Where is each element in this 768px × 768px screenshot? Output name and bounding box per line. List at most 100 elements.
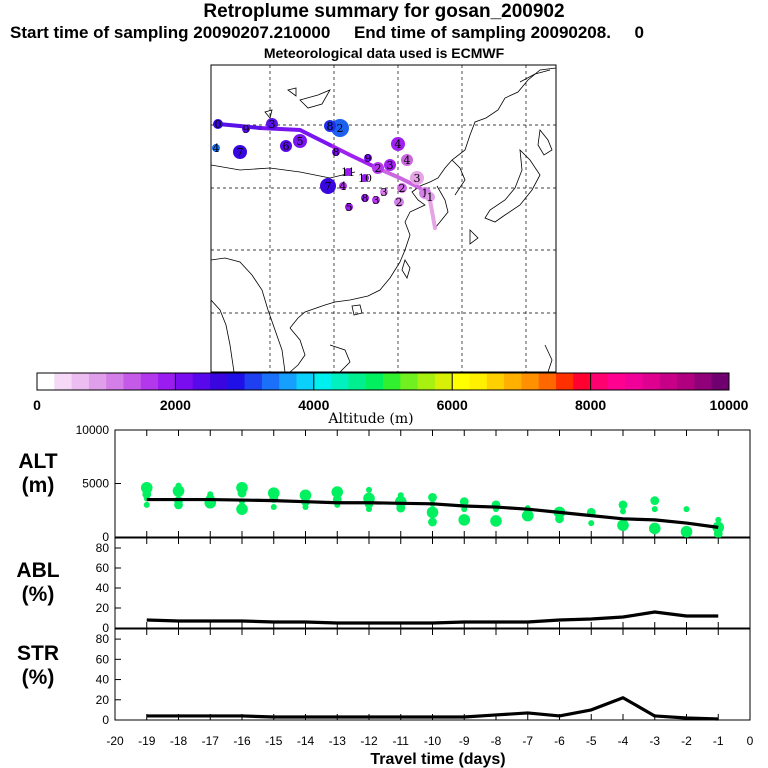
plume-cluster <box>339 182 347 190</box>
x-tick-label: 0 <box>747 734 754 748</box>
colorbar-tick-label: 2000 <box>160 397 191 413</box>
cluster-day-label: 0 <box>215 118 222 131</box>
x-tick-label: -15 <box>265 734 283 748</box>
colorbar-cell <box>417 373 436 390</box>
plume-cluster <box>394 197 404 207</box>
plume-cluster <box>266 118 278 130</box>
x-tick-label: -9 <box>459 734 470 748</box>
colorbar-cell <box>279 373 297 390</box>
colorbar-cell <box>54 373 72 390</box>
cluster-day-label: 9 <box>365 152 372 165</box>
plume-cluster <box>397 183 407 193</box>
plume-cluster <box>344 168 352 176</box>
cluster-day-label: 4 <box>340 180 347 193</box>
colorbar-cell <box>296 373 315 390</box>
altitude-scatter-point <box>683 506 690 513</box>
plume-cluster <box>384 159 396 171</box>
plume-cluster <box>361 194 369 202</box>
time-series-panels: 0500010000ALT(m)020406080ABL(%)020406080… <box>16 423 753 768</box>
altitude-scatter-point <box>651 506 658 513</box>
colorbar-cell <box>573 373 591 390</box>
altitude-scatter-point <box>618 500 628 510</box>
altitude-scatter-point <box>174 500 183 510</box>
plume-cluster <box>401 154 413 166</box>
colorbar-tick-label: 8000 <box>575 397 606 413</box>
abl-ytick-label: 0 <box>102 621 109 635</box>
plume-cluster <box>361 174 369 182</box>
cluster-day-label: 6 <box>283 140 290 153</box>
plume-cluster <box>332 148 340 156</box>
cluster-day-label: 8 <box>362 192 369 205</box>
colorbar-cell <box>383 373 401 390</box>
colorbar-cell <box>625 373 643 390</box>
cluster-day-label: 2 <box>399 182 406 195</box>
cluster-day-label: 8 <box>327 120 334 133</box>
str-panel-label: (%) <box>22 666 55 689</box>
plume-cluster <box>320 178 336 194</box>
x-tick-label: -6 <box>554 734 565 748</box>
x-tick-label: -3 <box>649 734 660 748</box>
plume-cluster <box>372 196 380 204</box>
colorbar-cell <box>123 373 142 390</box>
cluster-day-label: 2 <box>396 196 403 209</box>
colorbar-cell <box>210 373 228 390</box>
colorbar-frame <box>36 372 730 391</box>
x-tick-label: -12 <box>360 734 378 748</box>
altitude-scatter-point <box>650 496 660 506</box>
cluster-day-label: 4 <box>404 154 411 167</box>
altitude-scatter-point <box>236 481 248 494</box>
plume-cluster <box>212 144 220 152</box>
cluster-day-label: 3 <box>387 159 394 172</box>
colorbar-cell <box>227 373 245 390</box>
colorbar-cell <box>140 373 159 390</box>
altitude-scatter-point <box>175 482 182 489</box>
plume-cluster <box>242 125 250 133</box>
cluster-day-label: 1 <box>422 187 429 200</box>
colorbar-cell <box>244 373 263 390</box>
x-tick-label: -14 <box>297 734 315 748</box>
coastlines <box>211 67 556 372</box>
cluster-day-label: 7 <box>325 180 332 193</box>
altitude-ytick-label: 0 <box>102 530 109 544</box>
colorbar-cell <box>607 373 626 390</box>
abl-ytick-label: 40 <box>96 581 110 595</box>
abl-panel-frame <box>114 537 751 629</box>
colorbar-tick-label: 6000 <box>437 397 468 413</box>
x-tick-label: -2 <box>681 734 692 748</box>
cluster-day-label: 3 <box>269 118 276 131</box>
plume-cluster <box>293 134 307 148</box>
colorbar-cell <box>88 373 107 390</box>
altitude-scatter-point <box>490 515 502 527</box>
altitude-ytick-label: 5000 <box>82 477 109 491</box>
altitude-panel-label: ALT <box>18 450 57 473</box>
altitude-scatter-point <box>366 486 372 493</box>
colorbar-cell <box>504 373 522 390</box>
altitude-scatter-point <box>172 485 185 497</box>
altitude-scatter-point <box>588 520 595 527</box>
colorbar-cell <box>434 373 453 390</box>
cluster-day-label: 5 <box>297 135 304 148</box>
colorbar-cell <box>642 373 661 390</box>
x-tick-label: -20 <box>106 734 124 748</box>
colorbar-cell <box>261 373 280 390</box>
sampling-times: Start time of sampling 20090207.210000 E… <box>10 23 645 42</box>
plume-cluster <box>364 154 372 162</box>
plume-cluster <box>233 145 247 159</box>
altitude-scatter-point <box>428 517 437 527</box>
colorbar-cell <box>469 373 488 390</box>
chart-title: Retroplume summary for gosan_200902 <box>203 1 565 22</box>
plume-cluster <box>372 162 384 174</box>
abl-panel-label: ABL <box>16 559 59 582</box>
colorbar-cell <box>106 373 124 390</box>
altitude-scatter-point <box>620 508 626 515</box>
colorbar-cell <box>677 373 695 390</box>
altitude-scatter-point <box>458 514 471 526</box>
map-frame <box>210 64 557 373</box>
colorbar-cell <box>400 373 418 390</box>
altitude-scatter-point <box>299 489 312 502</box>
altitude-scatter-point <box>143 501 150 508</box>
altitude-scatter-point <box>715 516 722 523</box>
meteorological-data-note: Meteorological data used is ECMWF <box>263 45 505 61</box>
